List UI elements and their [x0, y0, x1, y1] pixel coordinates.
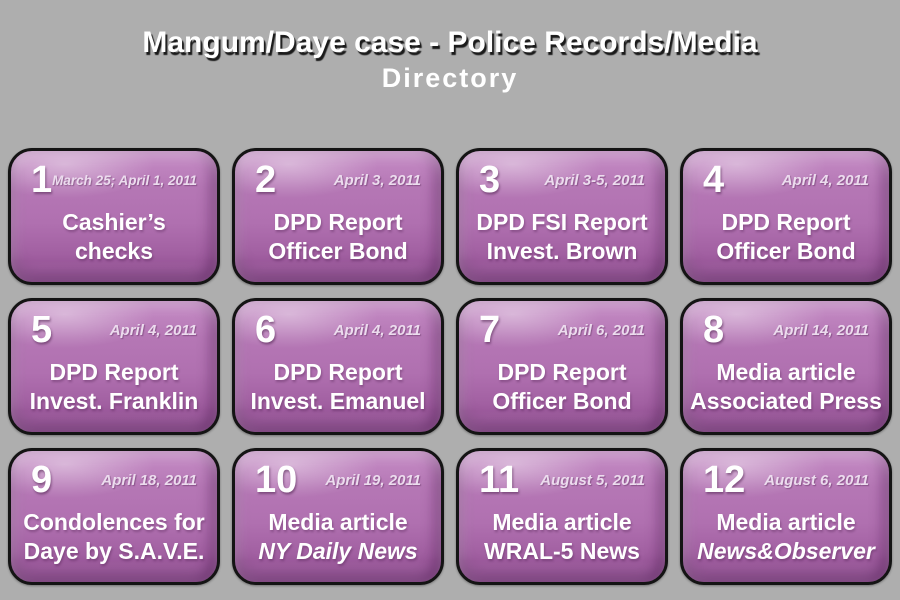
button-number: 4	[703, 159, 725, 201]
button-header: 4 April 4, 2011	[683, 151, 889, 201]
button-label-line2: NY Daily News	[258, 537, 418, 564]
directory-button-2[interactable]: 2 April 3, 2011 DPD Report Officer Bond	[232, 148, 444, 285]
directory-button-6[interactable]: 6 April 4, 2011 DPD Report Invest. Emanu…	[232, 298, 444, 435]
button-label-line1: Media article	[716, 358, 856, 385]
button-label-line1: DPD FSI Report	[476, 208, 648, 235]
button-date: April 14, 2011	[773, 321, 869, 339]
button-header: 2 April 3, 2011	[235, 151, 441, 201]
button-label: DPD Report Officer Bond	[235, 201, 441, 282]
button-label: DPD Report Officer Bond	[459, 351, 665, 432]
button-label: Condolences for Daye by S.A.V.E.	[11, 501, 217, 582]
button-label-line2: Invest. Emanuel	[250, 387, 426, 414]
button-number: 8	[703, 309, 725, 351]
button-label-line2: Invest. Brown	[486, 237, 638, 264]
directory-button-7[interactable]: 7 April 6, 2011 DPD Report Officer Bond	[456, 298, 668, 435]
directory-button-12[interactable]: 12 August 6, 2011 Media article News&Obs…	[680, 448, 892, 585]
button-label: Cashier’s checks	[11, 201, 217, 282]
button-label: DPD Report Invest. Emanuel	[235, 351, 441, 432]
button-label-line2: Daye by S.A.V.E.	[23, 537, 205, 564]
button-header: 8 April 14, 2011	[683, 301, 889, 351]
page-subtitle: Directory	[381, 62, 519, 93]
button-number: 12	[703, 459, 746, 501]
button-number: 1	[31, 159, 53, 201]
button-number: 9	[31, 459, 53, 501]
button-label: Media article News&Observer	[683, 501, 889, 582]
button-number: 3	[479, 159, 501, 201]
page-title: Mangum/Daye case - Police Records/Media	[142, 26, 758, 59]
button-label-line1: Media article	[268, 508, 408, 535]
button-header: 5 April 4, 2011	[11, 301, 217, 351]
button-label-line2: Officer Bond	[492, 387, 632, 414]
directory-button-4[interactable]: 4 April 4, 2011 DPD Report Officer Bond	[680, 148, 892, 285]
button-label-line2: checks	[74, 237, 153, 264]
button-date: April 4, 2011	[781, 171, 869, 189]
button-label: Media article Associated Press	[683, 351, 889, 432]
button-number: 6	[255, 309, 277, 351]
directory-grid: 1 March 25; April 1, 2011 Cashier’s chec…	[8, 148, 892, 585]
button-label: DPD Report Invest. Franklin	[11, 351, 217, 432]
button-label: Media article WRAL-5 News	[459, 501, 665, 582]
button-label-line2: Officer Bond	[268, 237, 408, 264]
directory-button-8[interactable]: 8 April 14, 2011 Media article Associate…	[680, 298, 892, 435]
button-label-line1: DPD Report	[49, 358, 179, 385]
directory-button-1[interactable]: 1 March 25; April 1, 2011 Cashier’s chec…	[8, 148, 220, 285]
button-date: August 6, 2011	[764, 471, 869, 489]
button-label-line1: DPD Report	[721, 208, 851, 235]
button-header: 9 April 18, 2011	[11, 451, 217, 501]
button-label-line2: WRAL-5 News	[484, 537, 640, 564]
button-label-line1: Condolences for	[23, 508, 205, 535]
button-number: 2	[255, 159, 277, 201]
button-header: 3 April 3-5, 2011	[459, 151, 665, 201]
button-label-line2: News&Observer	[697, 537, 875, 564]
button-date: April 4, 2011	[109, 321, 197, 339]
button-date: April 6, 2011	[557, 321, 645, 339]
title-block: Mangum/Daye case - Police Records/Media …	[0, 26, 900, 93]
button-date: April 3, 2011	[333, 171, 421, 189]
button-date: April 19, 2011	[325, 471, 421, 489]
button-date: April 18, 2011	[101, 471, 197, 489]
button-label-line1: DPD Report	[273, 208, 403, 235]
button-label-line1: Media article	[716, 508, 856, 535]
button-date: August 5, 2011	[540, 471, 645, 489]
button-number: 11	[479, 459, 520, 501]
button-label-line1: Media article	[492, 508, 632, 535]
button-label: Media article NY Daily News	[235, 501, 441, 582]
button-header: 6 April 4, 2011	[235, 301, 441, 351]
button-header: 12 August 6, 2011	[683, 451, 889, 501]
button-label-line2: Officer Bond	[716, 237, 856, 264]
button-header: 1 March 25; April 1, 2011	[11, 151, 217, 201]
button-label-line1: DPD Report	[497, 358, 627, 385]
button-number: 10	[255, 459, 298, 501]
directory-button-11[interactable]: 11 August 5, 2011 Media article WRAL-5 N…	[456, 448, 668, 585]
directory-button-5[interactable]: 5 April 4, 2011 DPD Report Invest. Frank…	[8, 298, 220, 435]
button-label-line1: DPD Report	[273, 358, 403, 385]
directory-button-3[interactable]: 3 April 3-5, 2011 DPD FSI Report Invest.…	[456, 148, 668, 285]
button-date: April 3-5, 2011	[544, 171, 645, 189]
button-label-line1: Cashier’s	[62, 208, 166, 235]
button-header: 11 August 5, 2011	[459, 451, 665, 501]
button-number: 5	[31, 309, 53, 351]
button-label-line2: Associated Press	[690, 387, 882, 414]
button-label: DPD Report Officer Bond	[683, 201, 889, 282]
button-header: 7 April 6, 2011	[459, 301, 665, 351]
button-label-line2: Invest. Franklin	[29, 387, 199, 414]
button-header: 10 April 19, 2011	[235, 451, 441, 501]
button-date: April 4, 2011	[333, 321, 421, 339]
directory-button-10[interactable]: 10 April 19, 2011 Media article NY Daily…	[232, 448, 444, 585]
button-label: DPD FSI Report Invest. Brown	[459, 201, 665, 282]
directory-button-9[interactable]: 9 April 18, 2011 Condolences for Daye by…	[8, 448, 220, 585]
button-date: March 25; April 1, 2011	[52, 172, 197, 188]
button-number: 7	[479, 309, 501, 351]
